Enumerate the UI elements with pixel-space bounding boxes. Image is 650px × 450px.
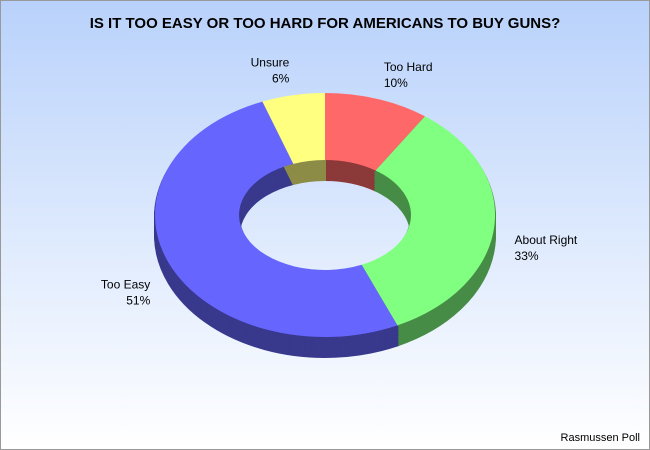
slice-label: Too Easy: [101, 277, 150, 291]
slice-value: 6%: [272, 71, 290, 85]
slice-value: 33%: [515, 249, 539, 263]
slice-label: About Right: [515, 233, 578, 247]
donut-tops: [154, 93, 495, 338]
slice-value: 51%: [126, 293, 150, 307]
chart-title: IS IT TOO EASY OR TOO HARD FOR AMERICANS…: [90, 15, 561, 32]
slice-value: 10%: [384, 76, 408, 90]
slice: [154, 101, 398, 338]
slice: [262, 93, 325, 164]
slice: [325, 93, 425, 171]
slice-label: Unsure: [251, 55, 290, 69]
slice-label: Too Hard: [384, 60, 433, 74]
source: Rasmussen Poll: [561, 432, 640, 444]
slice: [361, 116, 495, 326]
